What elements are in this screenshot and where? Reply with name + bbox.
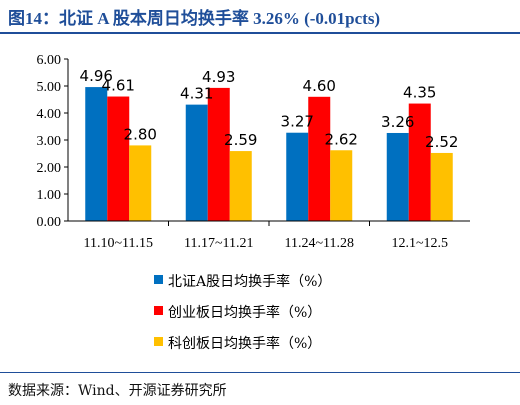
bars [85,87,453,221]
x-tick-label: 11.10~11.15 [83,236,153,251]
legend: 北证A股日均换手率（%） 创业板日均换手率（%） 科创板日均换手率（%） [154,273,331,352]
data-label: 4.35 [403,84,436,102]
data-label: 2.59 [224,131,257,149]
bar [207,87,230,221]
bar [308,96,331,221]
data-label: 2.52 [425,133,458,151]
data-labels: 4.964.61 2.80 4.314.93 2.59 3.27 4.60 2.62 3.26… [80,67,459,151]
data-label: 2.62 [325,130,358,148]
title-divider [0,32,520,34]
x-tick-label: 11.24~11.28 [284,236,354,251]
legend-swatch [154,337,163,346]
data-label: 2.80 [124,125,157,143]
bar [185,104,208,221]
bar [408,103,431,221]
legend-swatch [154,306,163,315]
bar [85,87,108,221]
bar [330,150,353,221]
bar [286,132,309,221]
legend-label: 创业板日均换手率（%） [168,304,321,321]
data-label: 4.93 [202,68,235,86]
legend-label: 北证A股日均换手率（%） [168,273,331,290]
data-label: 4.60 [303,77,336,95]
y-tick-label: 1.00 [37,188,62,203]
data-label: 4.96 [80,67,113,85]
bar [129,145,152,221]
x-tick-label: 11.17~11.21 [184,236,254,251]
data-label: 4.61 [102,77,135,95]
x-axis-ticks: 11.10~11.15 11.17~11.21 11.24~11.28 12.1~12… [83,221,448,251]
bar [430,152,453,221]
data-label: 4.31 [180,85,213,103]
bar [229,151,252,221]
x-tick-label: 12.1~12.5 [391,236,448,251]
bar [386,132,409,221]
y-tick-label: 6.00 [37,53,62,68]
legend-label: 科创板日均换手率（%） [168,335,321,352]
y-tick-label: 5.00 [37,80,62,95]
footer-divider [0,372,520,373]
y-tick-label: 0.00 [37,215,62,230]
source-note: 数据来源：Wind、开源证券研究所 [8,383,227,399]
legend-swatch [154,275,163,284]
y-axis-ticks: 0.00 1.00 2.00 3.00 4.00 5.00 6.00 [37,53,68,230]
y-tick-label: 4.00 [37,107,62,122]
data-label: 3.27 [281,113,314,131]
chart-title: 图14：北证 A 股本周日均换手率 3.26% (-0.01pcts) [8,9,381,28]
y-tick-label: 3.00 [37,134,62,149]
y-tick-label: 2.00 [37,161,62,176]
data-label: 3.26 [381,113,414,131]
bar [107,96,130,221]
